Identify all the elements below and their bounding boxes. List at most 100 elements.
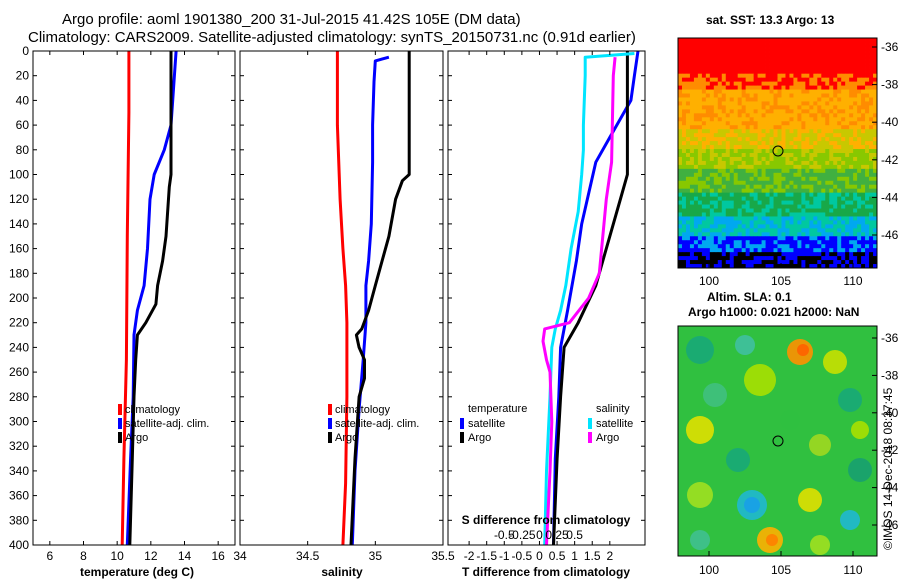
sst-cell <box>873 69 878 75</box>
sst-cell <box>857 172 862 178</box>
sst-cell <box>873 117 878 122</box>
sst-cell <box>817 244 822 249</box>
sst-cell <box>817 153 822 158</box>
sst-cell <box>781 41 786 47</box>
sst-cell <box>849 232 854 237</box>
sst-cell <box>761 240 766 245</box>
sst-cell <box>817 141 822 146</box>
sst-cell <box>777 53 782 59</box>
sla-anomaly-blob <box>838 388 862 412</box>
sst-cell <box>721 113 727 118</box>
sst-cell <box>678 216 683 221</box>
sst-cell <box>717 89 723 94</box>
sst-cell <box>741 228 747 233</box>
sst-cell <box>717 248 723 253</box>
sst-cell <box>729 240 735 245</box>
sst-cell <box>713 69 719 75</box>
sst-cell <box>697 61 703 67</box>
sst-cell <box>769 153 774 158</box>
sst-cell <box>733 105 739 110</box>
sst-cell <box>833 216 838 221</box>
sst-cell <box>685 69 691 75</box>
sst-cell <box>817 192 822 198</box>
sst-cell <box>825 192 830 198</box>
sst-cell <box>749 260 755 265</box>
sst-cell <box>813 228 818 233</box>
sst-cell <box>785 141 790 146</box>
sst-cell <box>869 77 874 83</box>
sst-cell <box>845 244 850 249</box>
sst-cell <box>845 200 850 205</box>
sst-cell <box>713 228 719 233</box>
sst-cell <box>717 93 723 98</box>
sst-cell <box>705 41 711 47</box>
sst-cell <box>781 260 786 265</box>
legend-label-climatology: climatology <box>125 404 181 416</box>
sst-cell <box>809 45 814 51</box>
sst-cell <box>857 244 862 249</box>
sst-cell <box>869 180 874 186</box>
sst-cell <box>745 145 751 150</box>
sst-cell <box>733 260 739 265</box>
sst-cell <box>749 204 755 209</box>
x-tick-label: 10 <box>110 549 124 563</box>
sst-cell <box>853 65 858 71</box>
sst-cell <box>705 172 711 178</box>
sst-cell <box>829 69 834 75</box>
sst-cell <box>869 69 874 75</box>
sst-cell <box>825 200 830 205</box>
sst-cell <box>729 180 735 186</box>
sst-cell <box>709 121 715 126</box>
sst-cell <box>865 212 870 217</box>
sst-cell <box>713 220 719 225</box>
sst-cell <box>689 196 695 201</box>
sst-cell <box>697 57 703 63</box>
sst-cell <box>793 260 798 265</box>
sst-cell <box>873 200 878 205</box>
sst-cell <box>789 220 794 225</box>
sst-cell <box>785 216 790 221</box>
sst-cell <box>753 260 758 265</box>
sst-cell <box>701 236 707 241</box>
sst-cell <box>725 248 731 253</box>
sst-cell <box>681 264 687 269</box>
sst-cell <box>678 53 683 59</box>
sst-cell <box>817 196 822 201</box>
sst-cell <box>849 168 854 174</box>
sst-cell <box>869 133 874 138</box>
sst-cell <box>761 45 766 51</box>
sst-cell <box>781 101 786 106</box>
sst-cell <box>869 188 874 194</box>
sst-cell <box>869 208 874 213</box>
sst-cell <box>721 109 727 114</box>
sst-cell <box>821 153 826 158</box>
sst-cell <box>761 200 766 205</box>
sst-cell <box>681 196 687 201</box>
sst-cell <box>829 141 834 146</box>
sst-cell <box>753 125 758 130</box>
sst-cell <box>805 93 810 98</box>
sst-cell <box>757 244 762 249</box>
sst-cell <box>705 256 711 261</box>
sst-cell <box>733 41 739 47</box>
sst-cell <box>865 224 870 229</box>
sst-cell <box>837 232 842 237</box>
x-tick-label: 1 <box>571 549 578 563</box>
sst-cell <box>725 97 731 102</box>
sst-cell <box>853 125 858 130</box>
sst-cell <box>849 220 854 225</box>
sst-cell <box>809 208 814 213</box>
sst-cell <box>853 133 858 138</box>
sst-cell <box>709 192 715 198</box>
sst-cell <box>761 236 766 241</box>
sst-cell <box>705 196 711 201</box>
sst-cell <box>845 101 850 106</box>
sst-cell <box>729 81 735 86</box>
sst-cell <box>797 172 802 178</box>
sst-cell <box>829 38 834 43</box>
sst-cell <box>721 200 727 205</box>
sst-cell <box>678 260 683 265</box>
sst-cell <box>833 93 838 98</box>
sst-cell <box>797 81 802 86</box>
sst-cell <box>813 133 818 138</box>
